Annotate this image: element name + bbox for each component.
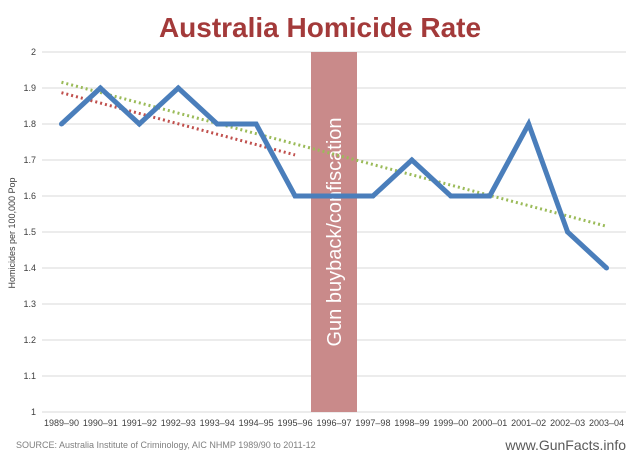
x-tick-label: 1999–00 xyxy=(433,418,468,428)
x-tick-labels: 1989–90 1990–91 1991–92 1992–93 1993–94 1994–… xyxy=(44,418,624,428)
source-note: SOURCE: Australia Institute of Criminolo… xyxy=(16,440,316,450)
data-point xyxy=(58,121,64,127)
trendline-overall xyxy=(61,80,607,228)
data-point xyxy=(253,121,259,127)
data-point xyxy=(526,121,532,127)
y-tick-label: 1.8 xyxy=(23,119,36,129)
data-point xyxy=(97,85,103,91)
y-tick-label: 1.9 xyxy=(23,83,36,93)
x-tick-label: 1995–96 xyxy=(278,418,313,428)
brand-url: www.GunFacts.info xyxy=(504,437,626,453)
y-tick-label: 1.5 xyxy=(23,227,36,237)
y-tick-labels: 1 1.1 1.2 1.3 1.4 1.5 1.6 1.7 1.8 1.9 2 xyxy=(23,47,36,417)
y-tick-label: 1.4 xyxy=(23,263,36,273)
x-tick-label: 1998–99 xyxy=(394,418,429,428)
x-tick-label: 2001–02 xyxy=(511,418,546,428)
data-point xyxy=(604,265,610,271)
chart-title: Australia Homicide Rate xyxy=(159,12,481,43)
data-point xyxy=(487,193,493,199)
x-tick-label: 1991–92 xyxy=(122,418,157,428)
y-axis-label: Homicides per 100,000 Pop xyxy=(7,177,17,288)
x-tick-label: 1993–94 xyxy=(200,418,235,428)
data-point xyxy=(448,193,454,199)
buyback-label: Gun buyback/confiscation xyxy=(324,117,346,346)
y-tick-label: 1.3 xyxy=(23,299,36,309)
x-tick-label: 2003–04 xyxy=(589,418,624,428)
data-point xyxy=(409,157,415,163)
x-tick-label: 1989–90 xyxy=(44,418,79,428)
y-tick-label: 1.6 xyxy=(23,191,36,201)
data-point xyxy=(565,229,571,235)
y-tick-label: 1.1 xyxy=(23,371,36,381)
x-tick-label: 1994–95 xyxy=(239,418,274,428)
x-tick-label: 1996–97 xyxy=(316,418,351,428)
x-tick-label: 2002–03 xyxy=(550,418,585,428)
x-tick-label: 2000–01 xyxy=(472,418,507,428)
x-tick-label: 1992–93 xyxy=(161,418,196,428)
buyback-band xyxy=(311,52,357,412)
data-point xyxy=(175,85,181,91)
y-tick-label: 2 xyxy=(31,47,36,57)
y-tick-label: 1 xyxy=(31,407,36,417)
y-tick-label: 1.2 xyxy=(23,335,36,345)
x-tick-label: 1990–91 xyxy=(83,418,118,428)
highlight-band-layer: Gun buyback/confiscation xyxy=(311,52,357,412)
trendline-pre-buyback xyxy=(61,91,296,157)
data-point xyxy=(136,121,142,127)
y-tick-label: 1.7 xyxy=(23,155,36,165)
data-point xyxy=(331,193,337,199)
data-point xyxy=(214,121,220,127)
data-point xyxy=(370,193,376,199)
series-layer xyxy=(58,84,610,271)
x-tick-label: 1997–98 xyxy=(355,418,390,428)
data-point xyxy=(292,193,298,199)
trendline-layer xyxy=(61,80,607,228)
